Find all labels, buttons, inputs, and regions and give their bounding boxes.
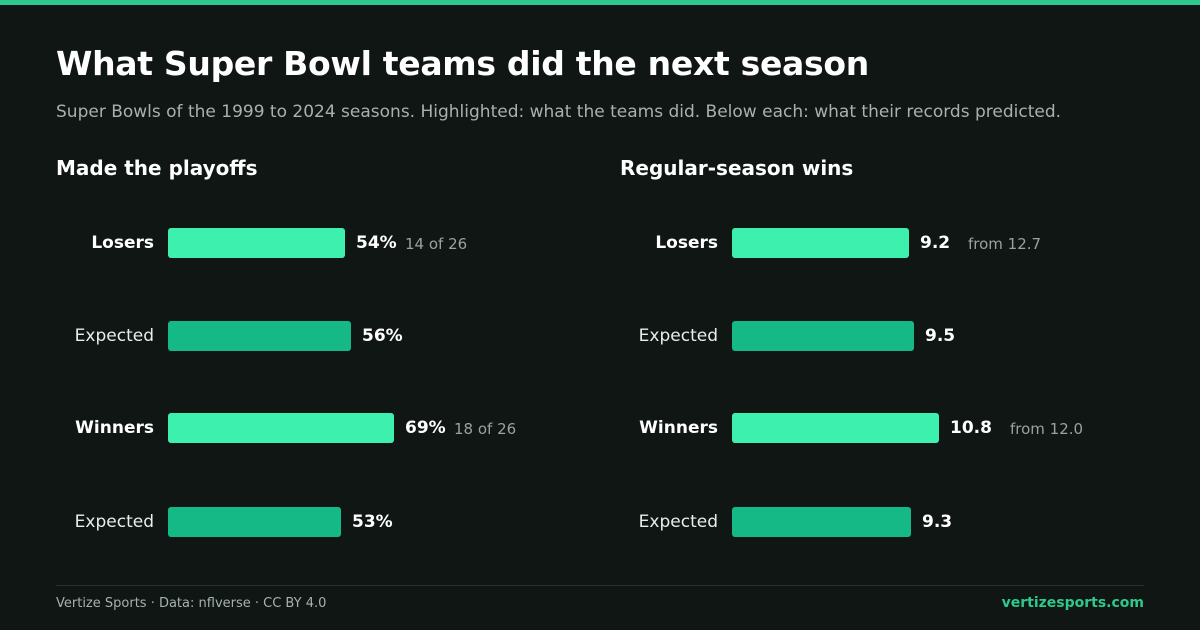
playoffs-row-losers-note: 14 of 26 bbox=[405, 235, 468, 253]
playoffs-row-expected-1-bar bbox=[168, 321, 351, 351]
wins-row-expected-3-label: Expected bbox=[638, 512, 718, 532]
playoffs-row-expected-3-label-wrap: Expected bbox=[0, 507, 154, 537]
wins-row-losers-bar bbox=[732, 228, 909, 258]
wins-row-winners-label-wrap: Winners bbox=[0, 413, 718, 443]
playoffs-row-losers-label: Losers bbox=[91, 233, 154, 253]
playoffs-row-winners-bar bbox=[168, 413, 394, 443]
playoffs-row-winners-label: Winners bbox=[75, 418, 154, 438]
wins-row-expected-3-label-wrap: Expected bbox=[0, 507, 718, 537]
wins-row-expected-3-value: 9.3 bbox=[922, 512, 953, 532]
playoffs-row-expected-1-value: 56% bbox=[362, 326, 403, 346]
wins-row-expected-1-label-wrap: Expected bbox=[0, 321, 718, 351]
playoffs-row-losers-bar bbox=[168, 228, 345, 258]
playoffs-row-expected-3-value: 53% bbox=[352, 512, 393, 532]
wins-row-losers-note: from 12.7 bbox=[968, 235, 1042, 253]
playoffs-row-winners-note: 18 of 26 bbox=[454, 420, 517, 438]
footer-site-link[interactable]: vertizesports.com bbox=[1001, 595, 1144, 611]
wins-row-losers-label-wrap: Losers bbox=[0, 228, 718, 258]
wins-row-expected-1-bar bbox=[732, 321, 914, 351]
wins-row-expected-1-label: Expected bbox=[638, 326, 718, 346]
playoffs-row-expected-1-label-wrap: Expected bbox=[0, 321, 154, 351]
page-title: What Super Bowl teams did the next seaso… bbox=[56, 44, 869, 83]
wins-row-expected-1-value: 9.5 bbox=[925, 326, 956, 346]
wins-row-losers-label: Losers bbox=[655, 233, 718, 253]
playoffs-row-expected-3-label: Expected bbox=[74, 512, 154, 532]
playoffs-row-winners-label-wrap: Winners bbox=[0, 413, 154, 443]
footer-credit: Vertize Sports · Data: nflverse · CC BY … bbox=[56, 596, 327, 611]
footer-divider bbox=[56, 585, 1144, 586]
playoffs-row-losers-label-wrap: Losers bbox=[0, 228, 154, 258]
wins-row-winners-note: from 12.0 bbox=[1010, 420, 1084, 438]
page-subtitle: Super Bowls of the 1999 to 2024 seasons.… bbox=[56, 102, 1062, 122]
playoffs-row-expected-3-bar bbox=[168, 507, 341, 537]
wins-panel-title: Regular-season wins bbox=[620, 156, 854, 180]
wins-row-winners-bar bbox=[732, 413, 939, 443]
wins-row-winners-value: 10.8 bbox=[950, 418, 992, 438]
playoffs-panel-title: Made the playoffs bbox=[56, 156, 258, 180]
playoffs-row-winners-value: 69% bbox=[405, 418, 446, 438]
playoffs-row-losers-value: 54% bbox=[356, 233, 397, 253]
playoffs-row-expected-1-label: Expected bbox=[74, 326, 154, 346]
top-accent-bar bbox=[0, 0, 1200, 5]
wins-row-expected-3-bar bbox=[732, 507, 911, 537]
wins-row-losers-value: 9.2 bbox=[920, 233, 951, 253]
wins-row-winners-label: Winners bbox=[639, 418, 718, 438]
